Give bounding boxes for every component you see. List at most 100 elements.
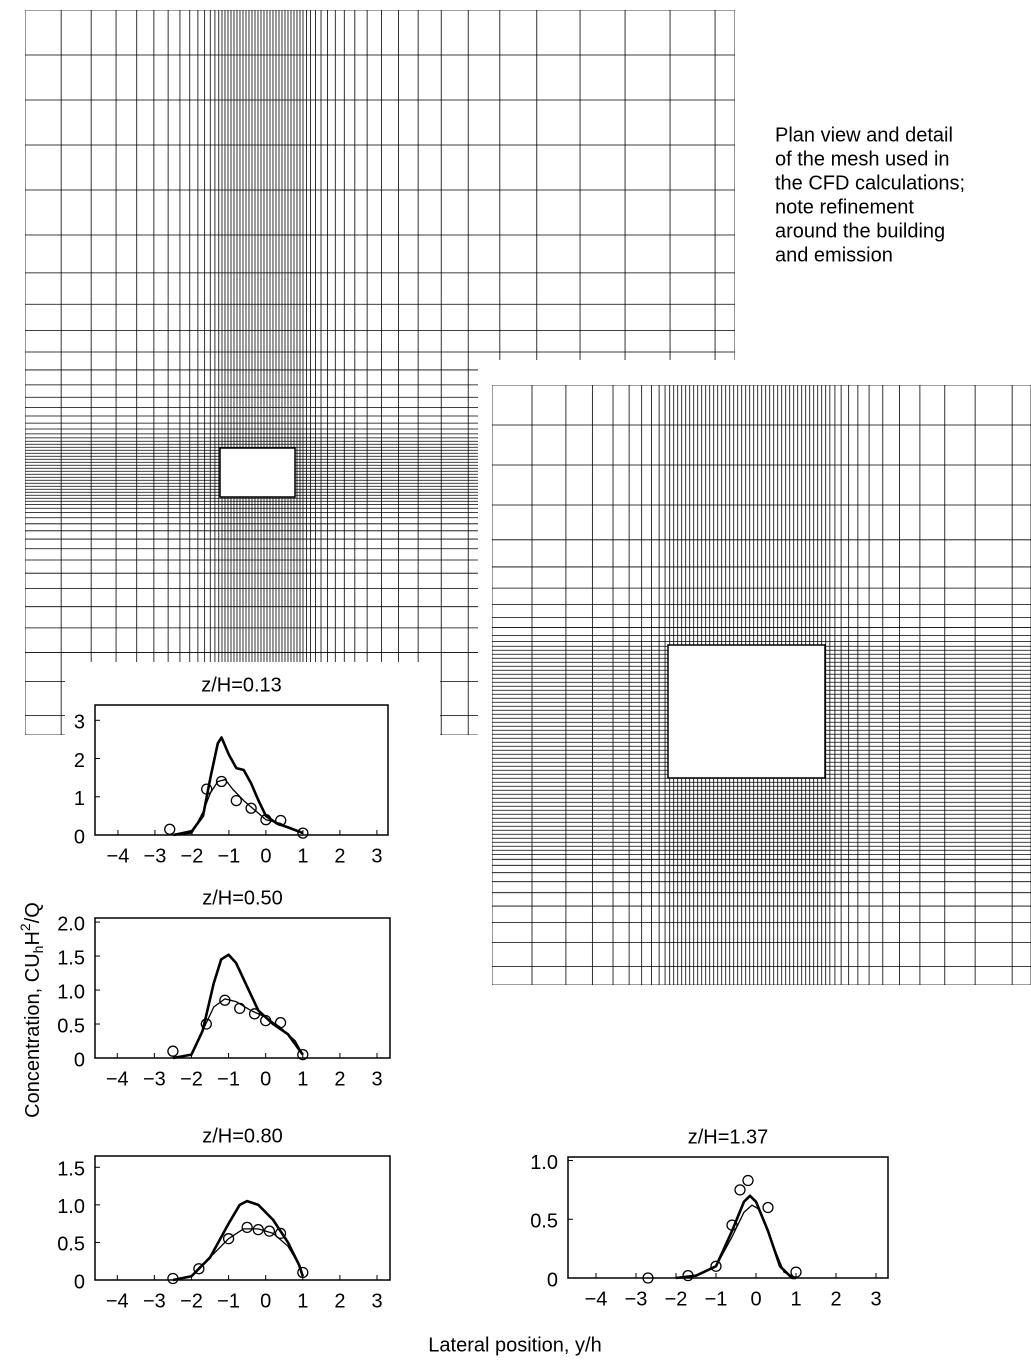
line [173,778,304,836]
data-point [274,1017,287,1029]
data-point [297,1266,309,1279]
x-tick-label: 2 [830,1288,841,1310]
y-axis-label: Concentration, CUhH2/Q [17,902,46,1118]
mesh-plan [25,10,735,735]
x-tick-label: 0 [260,845,271,867]
data-point [241,1221,253,1234]
data-point [193,1263,205,1275]
data-point [164,823,176,835]
x-tick-label: 3 [371,1068,382,1090]
data-point [215,775,228,788]
y-tick-label: 0.5 [57,1234,85,1256]
chart-title: z/H=0.50 [202,887,283,909]
y-tick-label: 1.5 [57,1159,85,1181]
annotation-line: and emission [775,244,893,266]
data-point [230,794,242,807]
x-tick-label: 0 [750,1288,761,1310]
data-point [790,1266,802,1278]
data-point [201,783,213,795]
x-tick-label: −1 [217,1068,240,1090]
y-tick-label: 0 [547,1269,558,1291]
data-point [200,1018,212,1030]
x-tick-label: −3 [144,845,167,867]
data-point [274,1227,287,1240]
y-tick-label: 1 [74,788,85,810]
plot-frame [567,1156,889,1279]
x-tick-label: −1 [217,1290,240,1312]
x-tick-label: −4 [585,1288,608,1310]
x-tick-label: 3 [371,845,382,867]
annotation-line: Plan view and detail [775,124,953,146]
line [172,998,304,1059]
x-tick-label: −2 [181,845,204,867]
x-tick-label: 1 [297,1290,308,1312]
data-point [248,1008,261,1020]
x-tick-label: −2 [180,1290,203,1312]
x-tick-label: 2 [334,1290,345,1312]
y-tick-label: 1.5 [57,947,85,969]
y-tick-label: 1.0 [530,1152,558,1174]
x-tick-label: 0 [260,1068,271,1090]
data-point [297,1048,309,1061]
data-point [219,994,231,1006]
y-tick-label: 0 [74,826,85,848]
data-point [275,814,287,827]
y-tick-label: 3 [74,712,85,734]
data-point [260,814,272,826]
annotation-line: around the building [775,220,945,242]
y-tick-label: 0 [74,1271,85,1293]
data-point [252,1223,264,1236]
data-point [734,1184,746,1196]
x-tick-label: 0 [260,1290,271,1312]
y-tick-label: 1.0 [57,1196,85,1218]
x-tick-label: −4 [107,845,130,867]
line [172,1228,304,1281]
annotation-line: of the mesh used in [775,148,950,170]
x-tick-label: −3 [143,1068,166,1090]
data-point [710,1260,722,1272]
data-point [167,1272,179,1285]
chart: z/H=0.13 −4 −3 −2 −1 0 1 2 3 0 1 2 3 [74,674,389,867]
chart: z/H=0.80 −4 −3 −2 −1 0 1 2 3 0 0.5 1.0 1.5 [57,1125,391,1312]
y-axis-label-sup: 2 [17,923,33,931]
x-tick-label: 1 [297,1068,308,1090]
data-point [762,1201,774,1214]
y-axis-label-part: /Q [22,902,44,923]
chart-title: z/H=0.80 [202,1125,283,1147]
y-tick-label: 2 [74,750,85,772]
building [219,447,296,498]
x-tick-label: 3 [371,1290,382,1312]
plot-frame [94,917,391,1059]
x-tick-label: 2 [334,1068,345,1090]
x-tick-label: −1 [218,845,241,867]
data-point [297,827,309,839]
y-tick-label: 2.0 [57,913,85,935]
building [667,644,826,779]
plot-frame [94,1155,391,1281]
data-point [167,1045,179,1057]
x-tick-label: −2 [180,1068,203,1090]
x-tick-label: 3 [870,1288,881,1310]
annotation-line: note refinement [775,196,914,218]
chart: z/H=1.37 −4 −3 −2 −1 0 1 2 3 0 0.5 1.0 [530,1126,889,1310]
x-tick-label: −4 [106,1290,129,1312]
chart-title: z/H=0.13 [201,674,282,696]
x-tick-label: 1 [297,845,308,867]
y-tick-label: 0.5 [57,1015,85,1037]
y-tick-label: 0 [74,1049,85,1071]
y-tick-label: 0.5 [530,1211,558,1233]
x-tick-label: 1 [790,1288,801,1310]
chart: z/H=0.50 −4 −3 −2 −1 0 1 2 3 0 0.5 1.0 1.5 2.0 [57,887,391,1090]
x-tick-label: −4 [106,1068,129,1090]
x-tick-label: 2 [334,845,345,867]
data-point [245,802,257,814]
data-point [726,1219,738,1231]
data-point [742,1174,754,1187]
x-axis-label: Lateral position, y/h [428,1334,601,1356]
y-tick-label: 1.0 [57,981,85,1003]
data-point [260,1014,272,1027]
data-point [682,1270,694,1282]
y-axis-label-part: Concentration, CU [22,953,44,1118]
